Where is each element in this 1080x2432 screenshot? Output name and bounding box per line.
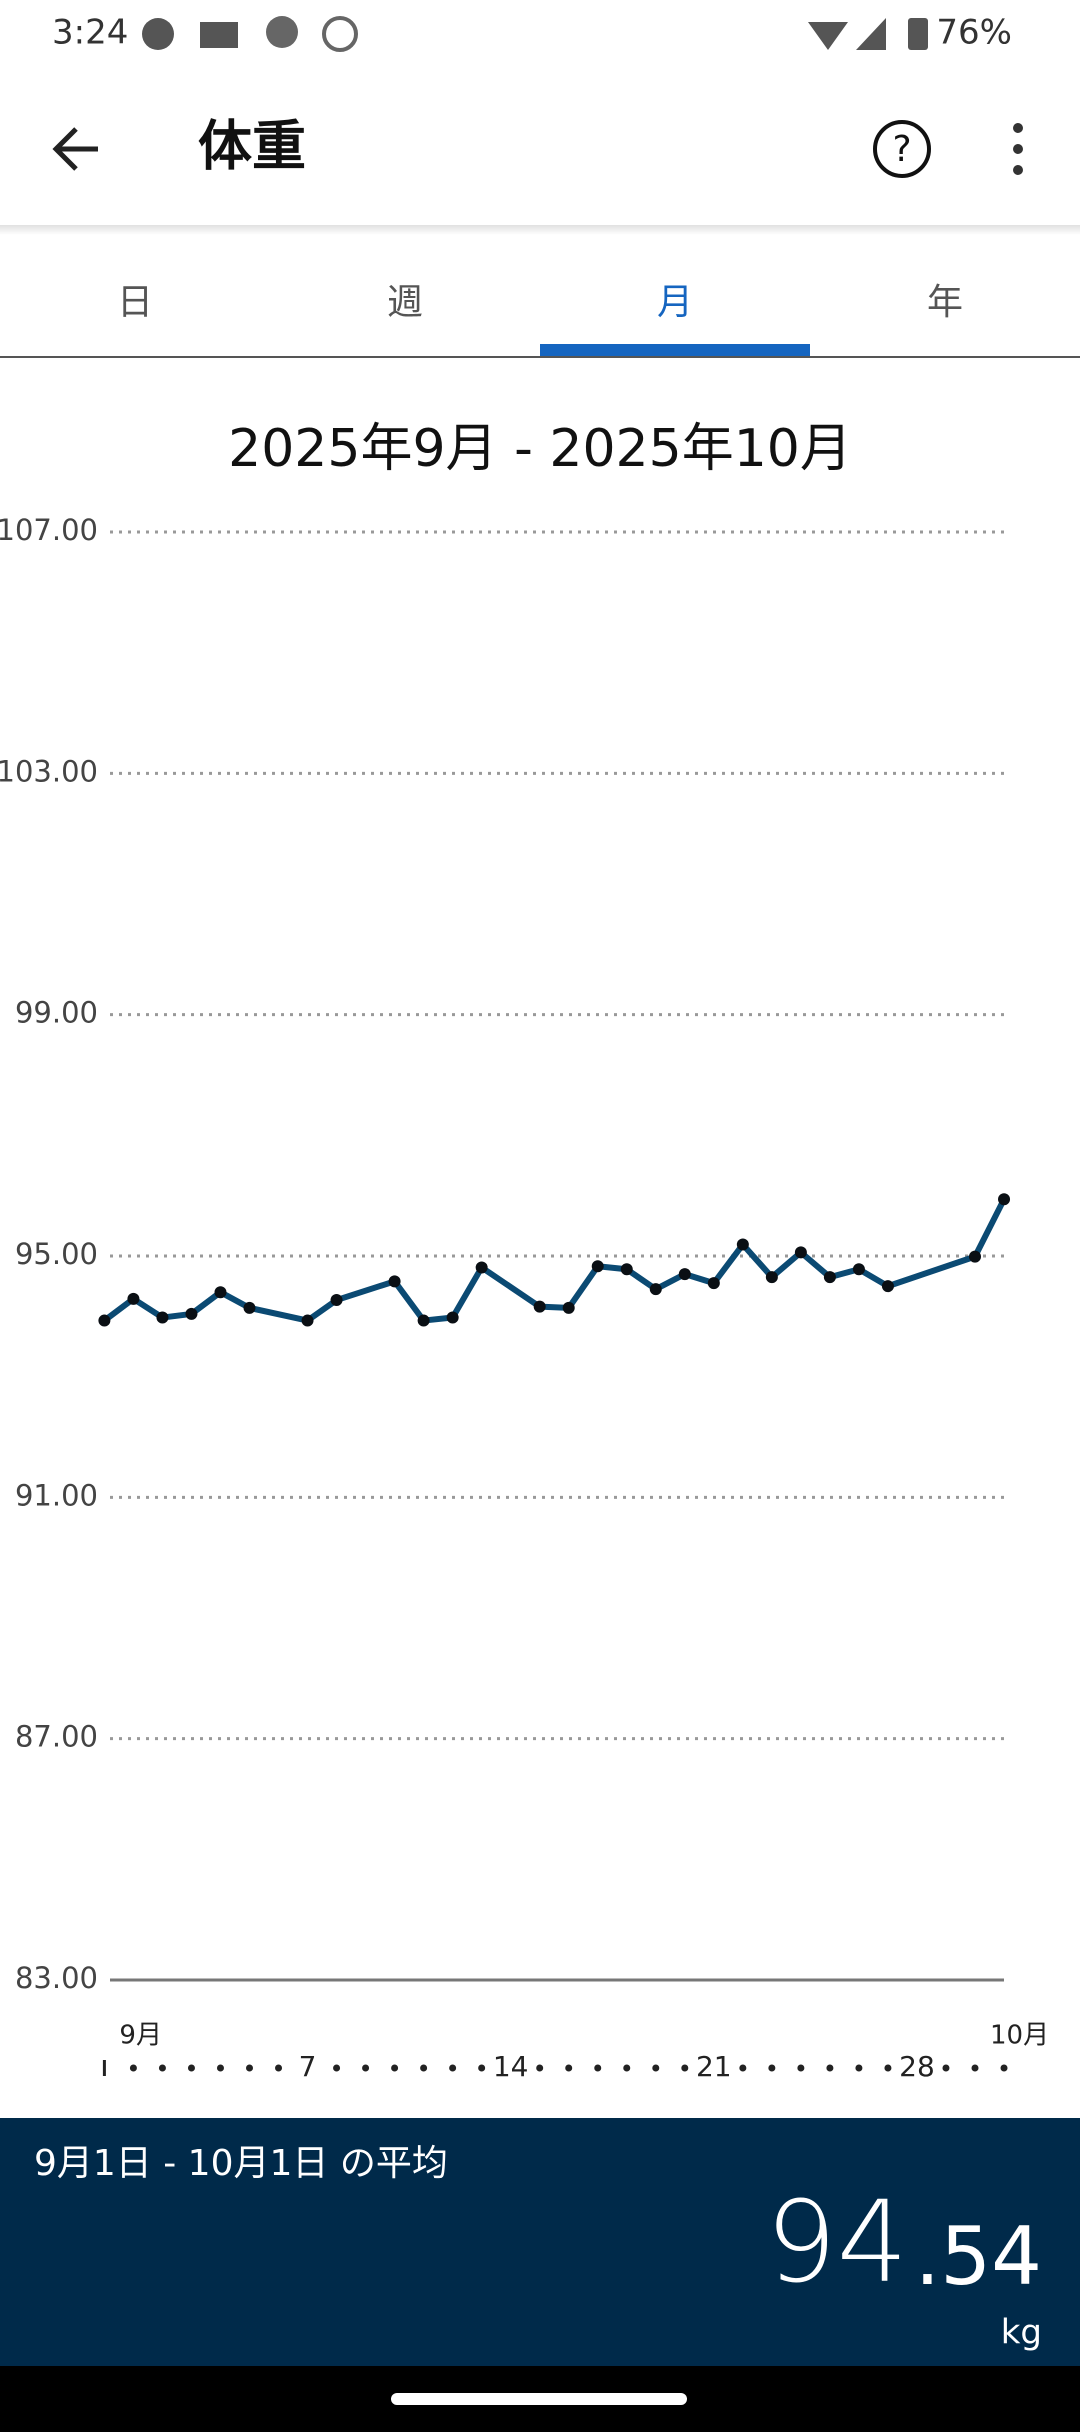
- x-minor-tick: [884, 2064, 892, 2072]
- data-point: [417, 1314, 430, 1327]
- data-point: [446, 1311, 459, 1324]
- x-minor-tick: [652, 2064, 660, 2072]
- tab[interactable]: 日: [117, 282, 153, 323]
- data-point: [969, 1250, 981, 1263]
- y-tick-label: 103.00: [0, 754, 98, 788]
- unit: kg: [1001, 2313, 1042, 2353]
- x-minor-tick: [536, 2064, 544, 2072]
- x-minor-tick: [449, 2064, 457, 2072]
- status-battery: 76%: [936, 13, 1012, 53]
- data-point: [533, 1300, 546, 1313]
- data-point: [156, 1311, 169, 1324]
- data-point: [852, 1263, 865, 1276]
- tab[interactable]: 月: [657, 282, 693, 323]
- x-minor-tick: [275, 2064, 283, 2072]
- data-point: [475, 1261, 488, 1274]
- data-point: [707, 1277, 720, 1290]
- x-tick-label: 14: [493, 2050, 529, 2083]
- battery-icon: [908, 18, 928, 50]
- x-minor-tick: [594, 2064, 602, 2072]
- more-button[interactable]: [1013, 123, 1023, 175]
- data-point: [98, 1314, 111, 1327]
- footer: [0, 2118, 1080, 2366]
- tab[interactable]: 年: [927, 282, 963, 323]
- signal-icon: [856, 18, 886, 50]
- x-minor-tick: [420, 2064, 428, 2072]
- y-tick-label: 95.00: [15, 1237, 98, 1271]
- month-label: 9月: [119, 2021, 162, 2051]
- x-minor-tick: [216, 2064, 224, 2072]
- x-minor-tick: [681, 2064, 689, 2072]
- data-point: [214, 1286, 227, 1299]
- x-minor-tick: [826, 2064, 834, 2072]
- y-tick-label: 83.00: [15, 1961, 98, 1995]
- data-point: [243, 1301, 256, 1314]
- average-integer: 94: [765, 2178, 908, 2308]
- x-minor-tick: [391, 2064, 399, 2072]
- data-point: [823, 1271, 836, 1284]
- back-button[interactable]: [52, 127, 98, 171]
- x-tick-label: 7: [299, 2050, 317, 2083]
- y-tick-label: 87.00: [15, 1720, 98, 1754]
- app-bar-shadow: [0, 225, 1080, 235]
- status-icon: [322, 16, 358, 52]
- x-tick-label: 28: [899, 2050, 935, 2083]
- x-minor-tick: [623, 2064, 631, 2072]
- wifi-icon: [808, 22, 848, 50]
- x-minor-tick: [739, 2064, 747, 2072]
- x-minor-tick: [129, 2064, 137, 2072]
- footer-caption: 9月1日 - 10月1日 の平均: [34, 2143, 448, 2184]
- data-point: [185, 1307, 198, 1320]
- status-time: 3:24: [52, 13, 128, 53]
- x-minor-tick: [246, 2064, 253, 2072]
- month-label: 10月: [990, 2021, 1049, 2051]
- status-icon: [200, 22, 238, 48]
- status-icon: [266, 16, 298, 48]
- data-point: [998, 1193, 1011, 1206]
- help-icon: ?: [892, 129, 911, 170]
- x-minor-tick: [362, 2064, 370, 2072]
- data-point: [678, 1268, 691, 1281]
- x-minor-tick: [158, 2064, 166, 2072]
- x-minor-tick: [1000, 2064, 1008, 2072]
- x-minor-tick: [768, 2064, 776, 2072]
- home-indicator[interactable]: [391, 2393, 687, 2405]
- y-tick-label: 91.00: [15, 1478, 98, 1512]
- x-minor-tick: [855, 2064, 863, 2072]
- x-tick-label: 21: [696, 2050, 732, 2083]
- data-point: [127, 1292, 140, 1305]
- data-point: [649, 1283, 662, 1296]
- data-point: [562, 1301, 575, 1314]
- x-minor-tick: [971, 2064, 979, 2072]
- x-minor-tick: [187, 2064, 195, 2072]
- y-tick-label: 107.00: [0, 513, 98, 547]
- help-button[interactable]: [873, 120, 931, 178]
- data-point: [388, 1275, 401, 1288]
- app-title: 体重: [198, 115, 306, 178]
- tab-indicator: [540, 344, 810, 356]
- data-point: [301, 1314, 314, 1327]
- data-point: [765, 1271, 778, 1284]
- data-point: [794, 1246, 807, 1259]
- data-point: [591, 1260, 604, 1273]
- y-tick-label: 99.00: [15, 996, 98, 1030]
- x-minor-tick: [565, 2064, 573, 2072]
- data-point: [620, 1263, 633, 1276]
- x-minor-tick: [942, 2064, 950, 2072]
- x-minor-tick: [797, 2064, 805, 2072]
- data-point: [736, 1238, 749, 1251]
- status-icon: [142, 18, 174, 50]
- average-fraction: .54: [915, 2210, 1042, 2303]
- data-point: [330, 1294, 343, 1307]
- weight-line: [102, 1197, 1007, 1324]
- chart-title: 2025年9月 - 2025年10月: [228, 419, 852, 479]
- x-minor-tick: [333, 2064, 341, 2072]
- data-point: [881, 1280, 894, 1293]
- x-minor-tick: [478, 2064, 486, 2072]
- tab[interactable]: 週: [387, 282, 423, 323]
